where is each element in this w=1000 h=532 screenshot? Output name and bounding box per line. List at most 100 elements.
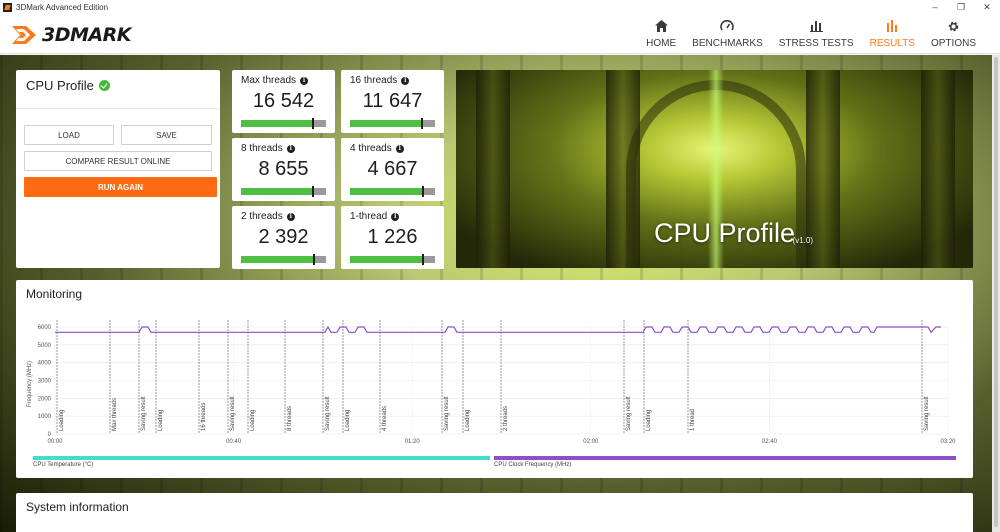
y-tick-label: 5000 [38, 343, 52, 349]
tile-label-row: 16 threads i [350, 75, 410, 86]
y-tick-label: 2000 [38, 396, 52, 402]
tile-score: 4 667 [367, 158, 418, 180]
chart-grid [54, 326, 949, 435]
monitoring-panel: Monitoring Frequency (MHz) 6000 5000 4000 3… [16, 280, 973, 478]
system-information-title: System information [26, 500, 129, 514]
save-button[interactable]: SAVE [121, 125, 212, 145]
profile-card: CPU Profile LOAD SAVE COMPARE RESULT ONL… [16, 70, 220, 268]
nav-home[interactable]: HOME [638, 14, 684, 54]
phase-marker-label: Saving result [141, 396, 147, 431]
x-tick-label: 02:00 [583, 439, 599, 445]
phase-marker-label: Loading [345, 410, 351, 431]
phase-marker-label: Saving result [325, 396, 331, 431]
phase-marker-label: 2 threads [503, 406, 509, 431]
info-icon[interactable]: i [395, 144, 404, 153]
legend-label-temperature: CPU Temperature (°C) [33, 462, 94, 468]
phase-marker-label: Loading [465, 410, 471, 431]
info-icon[interactable]: i [391, 212, 400, 221]
tile-score: 16 542 [252, 90, 315, 112]
nav-label: HOME [646, 38, 677, 49]
compare-result-online-button[interactable]: COMPARE RESULT ONLINE [24, 151, 212, 171]
score-bar-fill [350, 256, 424, 263]
nav-label: STRESS TESTS [778, 38, 854, 49]
nav-label: BENCHMARKS [692, 38, 763, 49]
info-icon[interactable]: i [401, 76, 410, 85]
y-tick-label: 0 [48, 432, 52, 438]
nav-options[interactable]: OPTIONS [923, 14, 984, 54]
nav-label: RESULTS [869, 38, 915, 49]
logo-mark-icon [12, 26, 36, 44]
nav-label: OPTIONS [930, 38, 976, 49]
score-tile-8-threads: 8 threads i 8 655 [232, 138, 335, 201]
score-bar-fill [241, 120, 314, 127]
phase-marker-label: Saving result [444, 396, 450, 431]
score-bar-fill [241, 188, 314, 195]
phase-marker-label: 1 thread [690, 409, 696, 431]
tile-label: 4 threads [350, 143, 392, 154]
divider [16, 108, 220, 109]
y-tick-label: 6000 [38, 325, 52, 331]
score-tile-max-threads: Max threads i 16 542 [232, 70, 335, 133]
tile-label: 1-thread [350, 211, 388, 222]
x-tick-label: 01:20 [405, 439, 421, 445]
x-axis-ticks: 00:00 00:40 01:20 02:00 02:40 03:20 [47, 439, 956, 445]
hero-version: (v1.0) [792, 236, 813, 245]
artwork-pillar [806, 70, 840, 268]
tile-score: 11 647 [362, 90, 423, 112]
system-information-panel: System information [16, 493, 973, 532]
nav-stress-tests[interactable]: STRESS TESTS [771, 14, 862, 54]
scrollbar[interactable] [992, 55, 1000, 532]
score-bar [350, 254, 435, 265]
monitoring-chart: Frequency (MHz) 6000 5000 4000 3000 2000 1000… [27, 320, 956, 445]
info-icon[interactable]: i [286, 212, 295, 221]
app-icon [3, 2, 12, 12]
y-axis-label: Frequency (MHz) [27, 361, 33, 407]
phase-marker-label: Saving result [230, 396, 236, 431]
hero-banner: CPU Profile (v1.0) [456, 70, 973, 268]
phase-markers: Loading Max threads Saving result Loading 16… [56, 320, 930, 434]
restore-icon[interactable]: ❐ [956, 2, 966, 12]
cpu-frequency-line [55, 325, 941, 334]
phase-marker-label: Loading [158, 410, 164, 431]
tile-label-row: 8 threads i [241, 143, 295, 154]
nav-benchmarks[interactable]: BENCHMARKS [684, 14, 771, 54]
window-title: 3DMark Advanced Edition [16, 2, 109, 12]
app-header: 3DMARK HOME BENCHMARKS STRESS TESTS [0, 14, 1000, 54]
main-nav: HOME BENCHMARKS STRESS TESTS RESULTS [638, 14, 984, 54]
score-bar [241, 118, 326, 129]
profile-title: CPU Profile [26, 78, 94, 93]
info-icon[interactable]: i [300, 76, 309, 85]
phase-marker-label: 8 threads [287, 406, 293, 431]
y-tick-label: 1000 [38, 414, 52, 420]
tile-score: 1 226 [367, 226, 418, 248]
tile-label: Max threads [241, 75, 297, 86]
scrollbar-thumb[interactable] [994, 57, 998, 527]
check-icon [98, 80, 110, 91]
score-bar-fill [350, 120, 423, 127]
hero-title: CPU Profile [653, 218, 795, 248]
minimize-icon[interactable]: – [932, 2, 938, 12]
x-tick-label: 03:20 [940, 439, 956, 445]
artwork-pillar [476, 70, 510, 268]
x-tick-label: 02:40 [762, 439, 778, 445]
tile-label: 16 threads [350, 75, 398, 86]
monitoring-title: Monitoring [26, 287, 83, 301]
close-icon[interactable]: ✕ [983, 2, 991, 12]
score-bar-marker [312, 118, 315, 129]
score-bar-fill [241, 256, 315, 263]
y-tick-label: 4000 [38, 361, 52, 367]
score-bar [350, 118, 435, 129]
score-tile-4-threads: 4 threads i 4 667 [341, 138, 444, 201]
phase-marker-label: Loading [59, 410, 65, 431]
info-icon[interactable]: i [286, 144, 295, 153]
load-button[interactable]: LOAD [24, 125, 114, 145]
phase-marker-label: Loading [250, 410, 256, 431]
logo-text: 3DMARK [42, 24, 131, 46]
score-bar-fill [350, 188, 424, 195]
nav-results[interactable]: RESULTS [862, 14, 923, 54]
tile-label-row: 1-thread i [350, 211, 400, 222]
tile-label-row: 4 threads i [350, 143, 404, 154]
tile-label-row: Max threads i [241, 75, 309, 86]
run-again-button[interactable]: RUN AGAIN [24, 177, 217, 197]
